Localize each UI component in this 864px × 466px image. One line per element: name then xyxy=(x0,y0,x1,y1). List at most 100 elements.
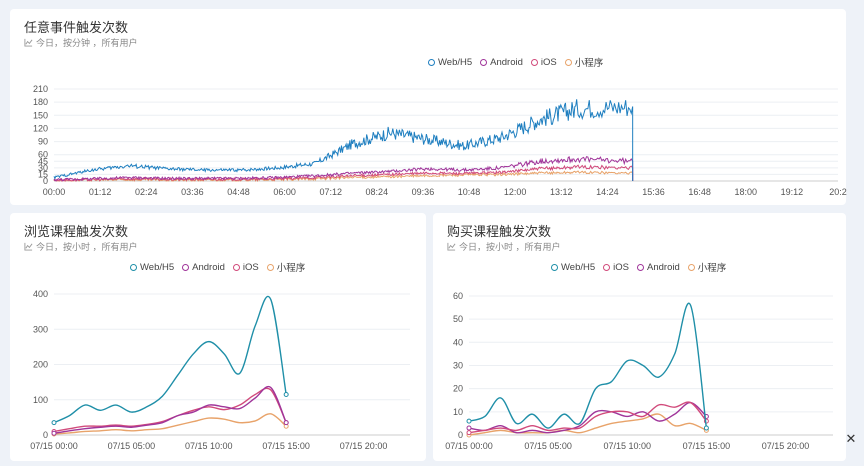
y-tick-label: 30 xyxy=(453,360,463,370)
legend-label: iOS xyxy=(540,56,557,68)
y-tick-label: 300 xyxy=(33,324,48,334)
chart-card-any-event: 任意事件触发次数 今日，按分钟 ，所有用户 Web/H5 Android iOS 小程… xyxy=(10,9,847,205)
y-tick-label: 10 xyxy=(453,407,463,417)
series-line xyxy=(53,413,287,435)
x-tick-label: 02:24 xyxy=(135,187,158,197)
y-tick-label: 50 xyxy=(453,314,463,324)
data-point xyxy=(283,391,289,397)
x-tick-label: 07/15 05:00 xyxy=(524,441,572,451)
legend-label: 小程序 xyxy=(574,58,604,69)
legend-label: Android xyxy=(192,261,225,273)
chart-subtitle: 今日，按小时 ，所有用户 xyxy=(447,240,561,253)
x-tick-label: 07/15 05:00 xyxy=(108,441,156,451)
y-tick-label: 0 xyxy=(43,430,48,440)
legend-item[interactable]: Android xyxy=(480,55,523,69)
data-point xyxy=(283,420,289,426)
legend-item[interactable]: 小程序 xyxy=(266,260,305,274)
chart-card-purchase-course: 购买课程触发次数 今日，按小时 ，所有用户 Web/H5 iOS Android 小程… xyxy=(433,213,846,461)
line-chart-browse-course: 0 100 200 300 400 07/15 00:00 07/15 05:00 07/15… xyxy=(30,289,410,451)
legend-label: iOS xyxy=(242,261,259,273)
data-point xyxy=(51,430,57,436)
x-tick-label: 00:00 xyxy=(43,187,66,197)
y-tick-label: 0 xyxy=(458,430,463,440)
legend-marker xyxy=(232,263,240,271)
legend-item[interactable]: Web/H5 xyxy=(130,260,174,274)
legend-marker xyxy=(130,263,137,271)
legend-item[interactable]: 小程序 xyxy=(687,260,727,274)
chart-subtitle-text: 今日，按小时 ，所有用户 xyxy=(459,242,561,252)
x-tick-label: 08:24 xyxy=(366,187,389,197)
y-tick-label: 20 xyxy=(453,384,463,394)
series-line xyxy=(53,156,634,182)
legend-marker xyxy=(266,263,274,271)
data-point xyxy=(466,430,472,436)
chart-title: 浏览课程触发次数 xyxy=(24,224,129,239)
legend-item[interactable]: Web/H5 xyxy=(551,260,595,274)
x-tick-label: 20:2 xyxy=(829,187,847,197)
chart-card-browse-course: 浏览课程触发次数 今日，按小时 ，所有用户 Web/H5 Android iOS 小程… xyxy=(10,213,426,461)
legend-label: iOS xyxy=(613,261,629,273)
legend-item[interactable]: 小程序 xyxy=(564,55,604,69)
x-tick-label: 07/15 10:00 xyxy=(185,441,233,451)
y-tick-label: 180 xyxy=(33,97,48,107)
x-tick-label: 19:12 xyxy=(781,187,804,197)
x-tick-label: 14:24 xyxy=(596,187,619,197)
chart-legend: Web/H5 Android iOS 小程序 xyxy=(428,55,603,69)
chart-subtitle: 今日，按分钟 ，所有用户 xyxy=(24,36,138,49)
x-tick-label: 09:36 xyxy=(412,187,435,197)
x-tick-label: 07/15 15:00 xyxy=(262,441,310,451)
data-point xyxy=(466,425,472,431)
x-tick-label: 07/15 20:00 xyxy=(762,441,810,451)
legend-marker xyxy=(603,263,611,271)
data-point xyxy=(466,418,472,424)
legend-marker xyxy=(637,263,644,271)
series-line xyxy=(53,387,287,433)
y-tick-label: 15 xyxy=(38,169,48,179)
legend-item[interactable]: iOS xyxy=(232,260,259,274)
legend-marker xyxy=(182,263,190,271)
series-line xyxy=(468,413,707,436)
data-point xyxy=(703,425,709,431)
y-tick-label: 100 xyxy=(33,395,48,405)
x-tick-label: 06:00 xyxy=(273,187,296,197)
x-tick-label: 01:12 xyxy=(89,187,112,197)
x-tick-label: 07/15 00:00 xyxy=(30,441,78,451)
y-tick-label: 150 xyxy=(33,110,48,120)
line-chart-icon xyxy=(447,242,456,251)
line-chart-purchase-course: 0 10 20 30 40 50 60 07/15 00:00 07/15 05:00 07/15… xyxy=(445,291,833,451)
legend-marker xyxy=(687,263,695,271)
legend-marker xyxy=(551,263,558,271)
x-tick-label: 04:48 xyxy=(227,187,250,197)
legend-item[interactable]: Android xyxy=(182,260,225,274)
chart-subtitle: 今日，按小时 ，所有用户 xyxy=(24,240,138,253)
legend-marker xyxy=(564,58,572,66)
series-line xyxy=(53,99,634,181)
x-tick-label: 07:12 xyxy=(319,187,342,197)
x-tick-label: 03:36 xyxy=(181,187,204,197)
close-icon[interactable]: ✕ xyxy=(845,431,857,446)
chart-legend: Web/H5 Android iOS 小程序 xyxy=(130,260,305,274)
legend-item[interactable]: iOS xyxy=(603,260,629,274)
x-tick-label: 16:48 xyxy=(688,187,711,197)
legend-label: 小程序 xyxy=(697,263,727,274)
y-tick-label: 40 xyxy=(453,337,463,347)
legend-label: Web/H5 xyxy=(140,261,175,273)
legend-item[interactable]: Web/H5 xyxy=(428,55,472,69)
x-tick-label: 07/15 00:00 xyxy=(445,441,493,451)
y-tick-label: 60 xyxy=(38,150,48,160)
x-tick-label: 07/15 20:00 xyxy=(340,441,388,451)
chart-subtitle-text: 今日，按小时 ，所有用户 xyxy=(36,242,138,252)
legend-label: Android xyxy=(490,56,523,68)
legend-item[interactable]: iOS xyxy=(530,55,557,69)
y-tick-label: 60 xyxy=(453,291,463,301)
y-tick-label: 210 xyxy=(33,84,48,94)
chart-legend: Web/H5 iOS Android 小程序 xyxy=(551,260,726,274)
y-tick-label: 45 xyxy=(38,156,48,166)
x-tick-label: 12:00 xyxy=(504,187,527,197)
x-tick-label: 18:00 xyxy=(734,187,757,197)
y-tick-label: 200 xyxy=(33,360,48,370)
legend-marker xyxy=(428,58,435,66)
legend-item[interactable]: Android xyxy=(637,260,680,274)
x-tick-label: 07/15 15:00 xyxy=(683,441,731,451)
